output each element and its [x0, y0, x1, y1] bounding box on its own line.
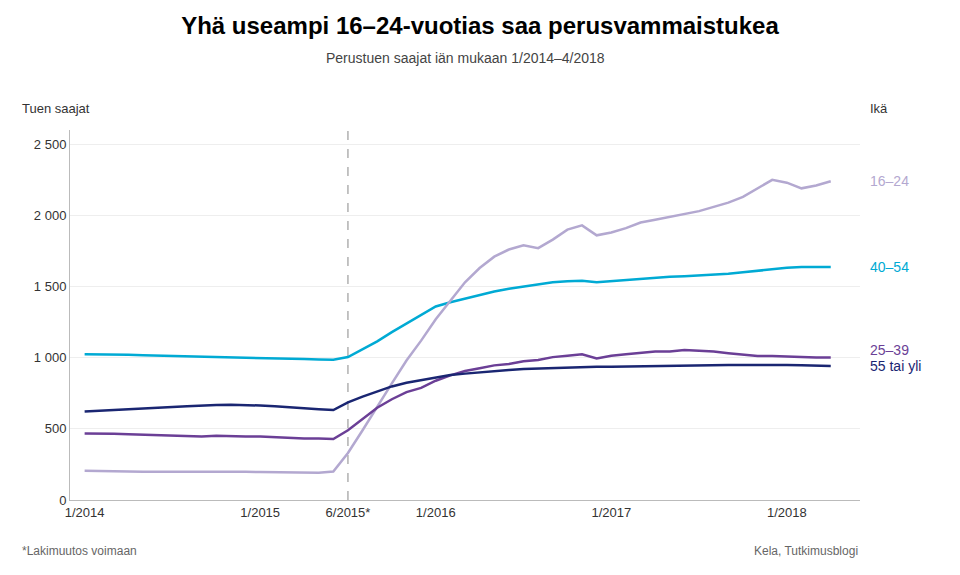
svg-text:1/2018: 1/2018 — [767, 505, 807, 520]
svg-text:6/2015*: 6/2015* — [326, 505, 371, 520]
svg-text:1/2014: 1/2014 — [65, 505, 105, 520]
svg-text:Yhä useampi 16–24-vuotias saa: Yhä useampi 16–24-vuotias saa perusvamma… — [181, 12, 779, 39]
svg-text:16–24: 16–24 — [870, 173, 909, 189]
svg-text:40–54: 40–54 — [870, 259, 909, 275]
svg-text:55 tai yli: 55 tai yli — [870, 358, 921, 374]
svg-text:2 000: 2 000 — [34, 208, 67, 223]
svg-text:500: 500 — [45, 421, 67, 436]
svg-text:Tuen saajat: Tuen saajat — [22, 101, 90, 116]
svg-text:2 500: 2 500 — [34, 137, 67, 152]
svg-text:1/2017: 1/2017 — [591, 505, 631, 520]
svg-text:1 000: 1 000 — [34, 350, 67, 365]
svg-text:0: 0 — [59, 493, 66, 508]
svg-text:1/2015: 1/2015 — [240, 505, 280, 520]
svg-text:*Lakimuutos voimaan: *Lakimuutos voimaan — [22, 544, 137, 558]
svg-text:Perustuen saajat iän mukaan 1/: Perustuen saajat iän mukaan 1/2014–4/201… — [326, 50, 605, 66]
svg-text:Kela, Tutkimusblogi: Kela, Tutkimusblogi — [754, 544, 858, 558]
svg-text:1/2016: 1/2016 — [416, 505, 456, 520]
svg-text:1 500: 1 500 — [34, 279, 67, 294]
svg-text:Ikä: Ikä — [870, 101, 888, 116]
svg-text:25–39: 25–39 — [870, 342, 909, 358]
